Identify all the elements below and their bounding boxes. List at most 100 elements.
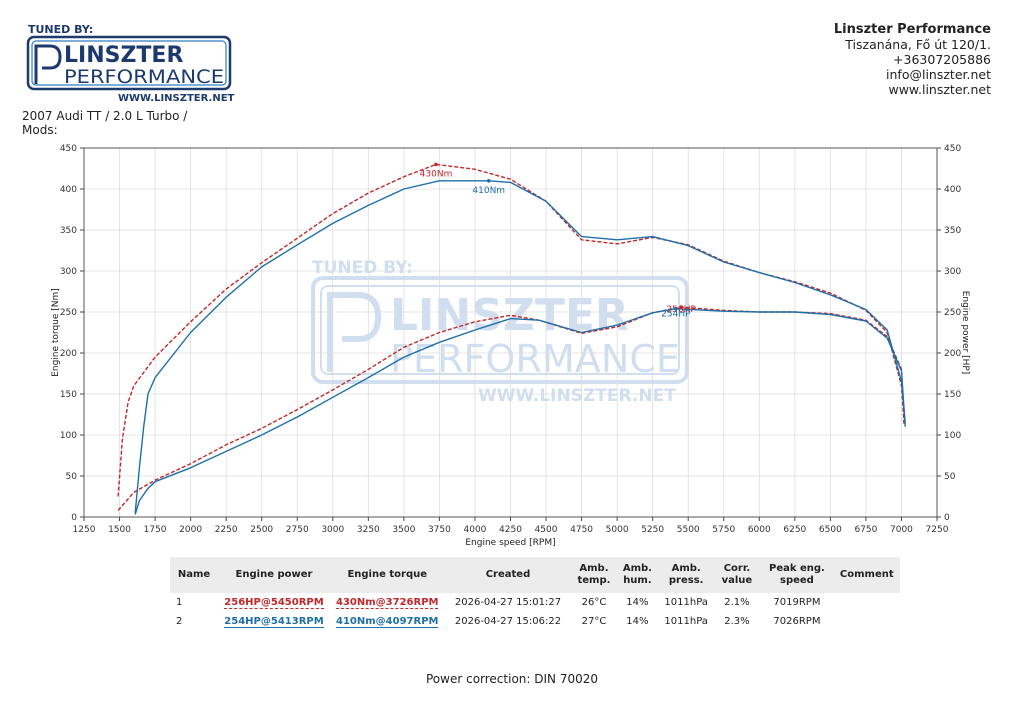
dyno-chart: TUNED BY: LINSZTER PERFORMANCE WWW.LINSZ… xyxy=(51,144,970,548)
x-tick-label: 3750 xyxy=(428,525,451,535)
row-torque: 410Nm@4097RPM xyxy=(330,612,444,631)
row-torque-value: 430Nm@3726RPM xyxy=(336,597,439,609)
row-peak: 7019RPM xyxy=(773,597,821,608)
row-hum: 14% xyxy=(626,597,649,608)
torque-line-run-1 xyxy=(117,163,905,497)
row-temp: 27°C xyxy=(581,616,607,627)
y-tick-label-left: 200 xyxy=(60,349,77,359)
x-tick-label: 7250 xyxy=(926,525,949,535)
row-peak: 7026RPM xyxy=(773,616,821,627)
company-website: www.linszter.net xyxy=(888,82,991,97)
row-corr: 2.1% xyxy=(724,597,750,608)
row-temp: 26°C xyxy=(581,597,607,608)
logo-line2: PERFORMANCE xyxy=(64,66,224,88)
watermark-url: WWW.LINSZTER.NET xyxy=(478,386,676,406)
y-tick-label-left: 250 xyxy=(60,308,77,318)
y-tick-label-left: 50 xyxy=(66,472,78,482)
table-row: 1 256HP@5450RPM 430Nm@3726RPM 2026-04-27… xyxy=(170,593,900,612)
table-header-row: Name Engine power Engine torque Created … xyxy=(170,557,900,593)
power-correction: Power correction: DIN 70020 xyxy=(426,672,598,686)
row-torque: 430Nm@3726RPM xyxy=(330,593,444,612)
company-name: Linszter Performance xyxy=(833,22,991,37)
company-email: info@linszter.net xyxy=(886,67,991,82)
y-tick-label-right: 450 xyxy=(944,144,961,154)
x-tick-label: 3500 xyxy=(392,525,415,535)
x-tick-label: 5500 xyxy=(677,525,700,535)
plot-frame xyxy=(83,147,938,518)
torque-peak-label-run-1: 430Nm xyxy=(420,169,453,179)
vehicle-mods: Mods: xyxy=(22,123,58,137)
x-tick-label: 6500 xyxy=(819,525,842,535)
company-address: Tiszanána, Fő út 120/1. xyxy=(845,37,991,52)
y-tick-label-left: 400 xyxy=(60,185,77,195)
x-tick-label: 3250 xyxy=(357,525,380,535)
runs-table: Name Engine power Engine torque Created … xyxy=(170,557,900,631)
y-tick-label-right: 400 xyxy=(944,185,961,195)
x-tick-label: 5250 xyxy=(641,525,664,535)
row-created: 2026-04-27 15:06:22 xyxy=(454,616,562,627)
row-created: 2026-04-27 15:01:27 xyxy=(454,597,562,608)
y-tick-label-right: 200 xyxy=(944,349,961,359)
row-corr: 2.3% xyxy=(724,616,750,627)
y-tick-label-right: 350 xyxy=(944,226,961,236)
company-info: Linszter Performance Tiszanána, Fő út 12… xyxy=(834,22,991,97)
y-tick-label-right: 150 xyxy=(944,390,961,400)
torque-peak-marker-run-1 xyxy=(434,162,438,167)
vehicle-line1: 2007 Audi TT / 2.0 L Turbo / xyxy=(22,109,188,123)
logo-url: WWW.LINSZTER.NET xyxy=(118,93,235,104)
y-tick-label-left: 150 xyxy=(60,390,77,400)
x-tick-label: 1500 xyxy=(108,525,131,535)
x-tick-label: 4250 xyxy=(499,525,522,535)
y-tick-label-left: 100 xyxy=(60,431,77,441)
x-tick-label: 4750 xyxy=(570,525,593,535)
y-tick-label-right: 100 xyxy=(944,431,961,441)
col-comment: Comment xyxy=(833,557,900,593)
logo-line1: LINSZTER xyxy=(64,43,183,68)
row-name: 2 xyxy=(176,616,183,627)
x-axis-label: Engine speed [RPM] xyxy=(465,538,555,548)
x-tick-label: 7000 xyxy=(890,525,913,535)
logo-tuned-by: TUNED BY: xyxy=(28,23,93,36)
x-tick-label: 6000 xyxy=(748,525,771,535)
row-power-value: 254HP@5413RPM xyxy=(224,616,324,628)
col-name: Name xyxy=(170,557,218,593)
y-tick-label-left: 0 xyxy=(71,513,77,523)
y-tick-label-right: 50 xyxy=(944,472,956,482)
row-press: 1011hPa xyxy=(664,597,708,608)
power-peak-label-run-2: 254HP xyxy=(661,310,691,320)
x-tick-label: 1250 xyxy=(73,525,96,535)
company-phone: +36307205886 xyxy=(893,52,991,67)
row-power-value: 256HP@5450RPM xyxy=(224,597,324,609)
col-corr: Corr. value xyxy=(713,557,760,593)
y-tick-label-left: 300 xyxy=(60,267,77,277)
col-power: Engine power xyxy=(218,557,330,593)
y-axis-label-right: Engine power [HP] xyxy=(960,291,970,375)
row-hum: 14% xyxy=(626,616,649,627)
x-tick-label: 3000 xyxy=(321,525,344,535)
torque-line-run-2 xyxy=(134,180,906,513)
power-line-run-2 xyxy=(134,308,906,515)
torque-peak-label-run-2: 410Nm xyxy=(472,186,505,196)
power-peak-marker-run-1 xyxy=(679,305,683,309)
x-tick-label: 4500 xyxy=(535,525,558,535)
row-power: 256HP@5450RPM xyxy=(218,593,330,612)
x-tick-label: 6250 xyxy=(783,525,806,535)
watermark-tuned-by: TUNED BY: xyxy=(312,258,413,278)
col-created: Created xyxy=(444,557,572,593)
row-comment xyxy=(834,593,900,612)
row-comment xyxy=(834,612,900,631)
vehicle-info: 2007 Audi TT / 2.0 L Turbo / Mods: xyxy=(22,109,187,137)
power-peak-label-run-1: 256HP xyxy=(666,305,696,315)
col-amb-press: Amb. press. xyxy=(658,557,714,593)
table-row: 2 254HP@5413RPM 410Nm@4097RPM 2026-04-27… xyxy=(170,612,900,631)
x-tick-label: 2750 xyxy=(286,525,309,535)
x-tick-label: 6750 xyxy=(854,525,877,535)
col-torque: Engine torque xyxy=(330,557,445,593)
y-axis-label-left: Engine torque [Nm] xyxy=(51,288,61,377)
power-line-run-1 xyxy=(117,306,905,511)
row-torque-value: 410Nm@4097RPM xyxy=(336,616,439,628)
x-tick-label: 5000 xyxy=(606,525,629,535)
y-tick-label-right: 0 xyxy=(944,513,950,523)
x-tick-label: 2000 xyxy=(179,525,202,535)
x-tick-label: 5750 xyxy=(712,525,735,535)
